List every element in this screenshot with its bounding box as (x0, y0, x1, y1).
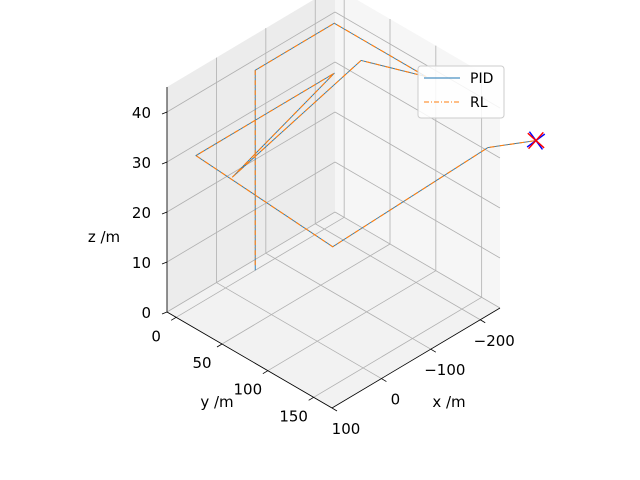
x-axis-line (331, 307, 501, 409)
grid-line (175, 216, 345, 318)
floor-pane (167, 212, 500, 408)
legend-label-rl: RL (470, 95, 488, 111)
grid-line (221, 243, 391, 345)
target-RL-marker (528, 131, 544, 150)
axis-lines (166, 87, 501, 409)
axes-panes (167, 0, 500, 408)
grid-line (166, 111, 336, 213)
x-tick (381, 378, 387, 382)
grid-line (313, 296, 482, 398)
series-rl-line (195, 22, 537, 266)
x-tick-label: −100 (424, 361, 465, 379)
grid-line (334, 111, 501, 209)
x-axis-label: x /m (432, 393, 465, 411)
x-tick-label: −200 (474, 332, 515, 350)
z-tick-label: 0 (141, 304, 151, 322)
z-tick (161, 161, 168, 165)
back-left-pane (167, 0, 335, 312)
grid-line (267, 270, 437, 372)
legend-box (417, 65, 505, 119)
y-tick (216, 343, 223, 348)
z-tick (161, 111, 168, 115)
grid-line (166, 61, 336, 163)
series-lines (195, 22, 537, 271)
z-axis-label: z /m (88, 228, 120, 246)
x-tick (331, 407, 338, 412)
y-tick (170, 316, 177, 321)
x-tick (480, 319, 486, 324)
grid-line (166, 11, 336, 113)
y-tick (262, 370, 269, 375)
x-tick-label: 100 (332, 420, 361, 438)
x-tick (430, 348, 437, 353)
tick-labels: −200 −100 0 100 0 50 100 150 0 10 20 30 40 (132, 104, 515, 438)
grid-line (315, 223, 481, 321)
grid-line (265, 252, 432, 350)
grid-line (166, 211, 336, 313)
z-tick-label: 40 (132, 104, 151, 122)
grid-line (216, 282, 382, 379)
y-tick-label: 150 (279, 407, 308, 425)
target-markers (526, 131, 546, 150)
z-tick (161, 311, 168, 315)
z-tick-label: 20 (132, 204, 151, 222)
y-tick-label: 50 (192, 354, 211, 372)
grid-line (334, 161, 501, 259)
y-tick-label: 0 (151, 327, 161, 345)
grid-line (166, 161, 336, 263)
y-tick (308, 396, 314, 401)
legend-label-pid: PID (470, 71, 493, 87)
legend: PID RL (417, 65, 505, 119)
z-tick-label: 30 (132, 154, 151, 172)
z-tick (161, 211, 168, 215)
z-tick (161, 261, 168, 265)
y-axis-label: y /m (200, 393, 233, 411)
y-axis-line (166, 311, 333, 409)
x-tick-label: 0 (391, 391, 401, 409)
y-tick-label: 100 (234, 381, 263, 399)
z-tick-label: 10 (132, 254, 151, 272)
